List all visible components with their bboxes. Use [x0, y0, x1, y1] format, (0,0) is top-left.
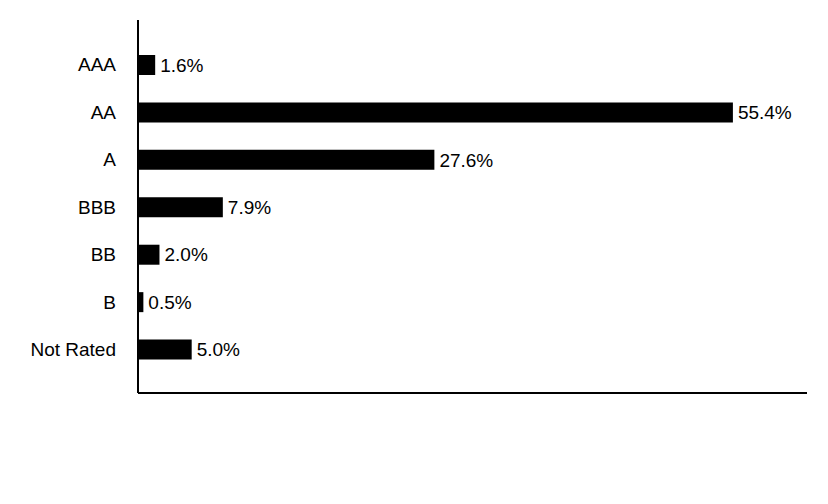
svg-text:B: B	[103, 292, 116, 313]
svg-text:0.5%: 0.5%	[148, 292, 191, 313]
svg-text:7.9%: 7.9%	[228, 197, 271, 218]
svg-text:BBB: BBB	[78, 197, 116, 218]
svg-text:1.6%: 1.6%	[160, 55, 203, 76]
svg-text:Not Rated: Not Rated	[30, 339, 116, 360]
svg-text:AA: AA	[91, 102, 117, 123]
svg-text:2.0%: 2.0%	[164, 244, 207, 265]
svg-text:BB: BB	[91, 244, 116, 265]
svg-text:A: A	[103, 149, 116, 170]
svg-text:AAA: AAA	[78, 54, 116, 75]
svg-text:5.0%: 5.0%	[197, 339, 240, 360]
svg-text:55.4%: 55.4%	[738, 102, 792, 123]
svg-text:27.6%: 27.6%	[439, 150, 493, 171]
